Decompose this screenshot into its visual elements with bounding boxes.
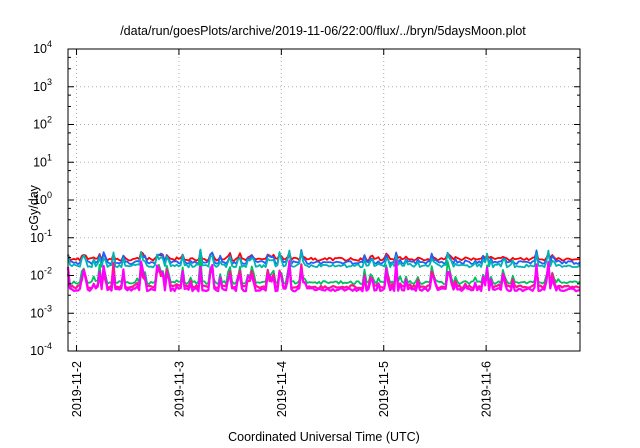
y-tick-label: 101 (33, 152, 52, 169)
y-tick-exponent: 3 (47, 77, 52, 87)
x-tick-label: 2019-11-4 (275, 361, 289, 417)
series-group (66, 248, 581, 293)
x-axis-label: Coordinated Universal Time (UTC) (228, 430, 420, 444)
y-tick-exponent: -1 (44, 228, 52, 238)
x-tick-label: 2019-11-3 (172, 361, 186, 417)
y-tick-exponent: 2 (47, 115, 52, 125)
x-axis: 2019-11-2 2019-11-3 2019-11-4 2019-11-5 2019… (70, 49, 494, 417)
y-tick-label: 10-4 (30, 341, 52, 358)
y-tick-label: 10-3 (30, 303, 52, 320)
x-tick-label: 2019-11-5 (377, 361, 391, 417)
y-tick-exponent: 0 (47, 190, 52, 200)
y-tick-label: 103 (33, 77, 52, 94)
series-line (66, 261, 581, 290)
x-tick-label: 2019-11-6 (480, 361, 494, 417)
series-line (67, 257, 581, 285)
series-line (67, 248, 581, 265)
y-tick-exponent: 1 (47, 152, 52, 162)
series-line (67, 248, 581, 269)
y-axis-label: cGy/day (27, 184, 41, 231)
series-line (67, 251, 581, 262)
y-tick-label: 102 (33, 115, 52, 132)
y-tick-label: 10-2 (30, 266, 52, 283)
x-tick-label: 2019-11-2 (70, 361, 84, 417)
y-tick-label: 104 (33, 39, 52, 56)
y-tick-exponent: 4 (47, 39, 52, 49)
series-line (66, 259, 581, 293)
y-tick-exponent: -2 (44, 266, 52, 276)
y-tick-exponent: -3 (44, 303, 52, 313)
grid (68, 49, 580, 351)
chart-title: /data/run/goesPlots/archive/2019-11-06/2… (120, 24, 526, 38)
y-tick-exponent: -4 (44, 341, 52, 351)
